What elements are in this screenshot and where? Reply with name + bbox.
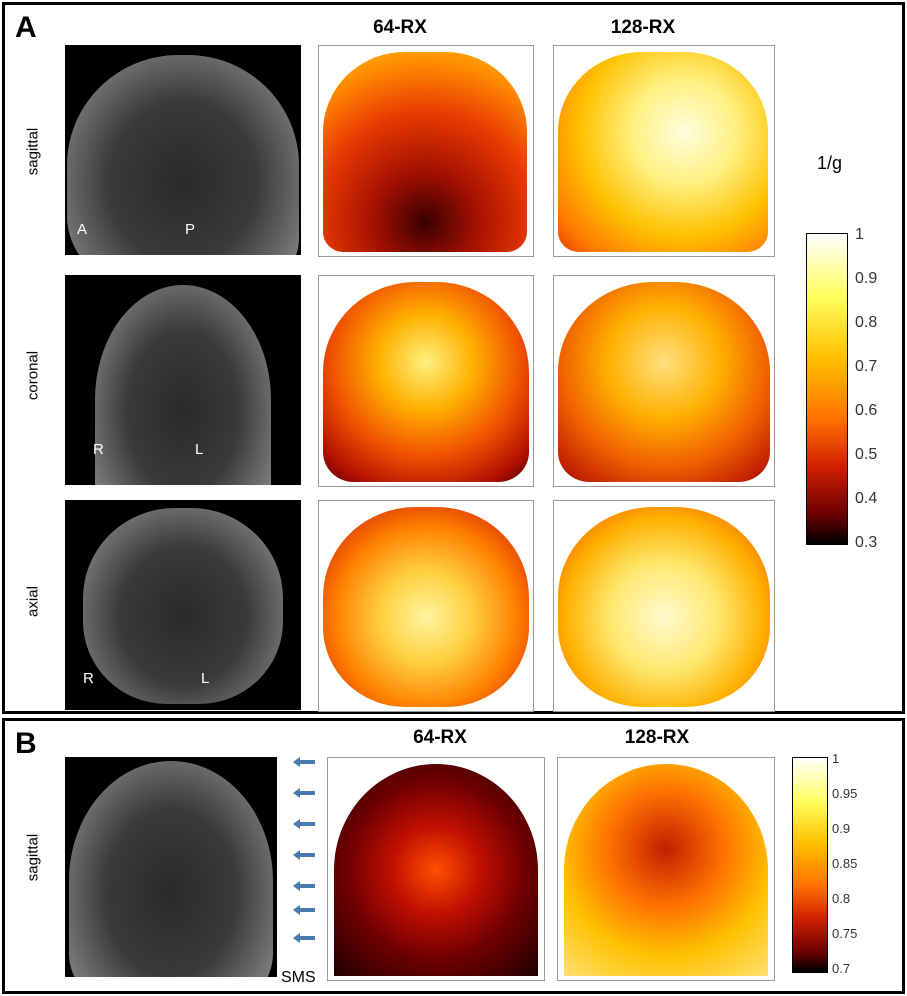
sms-arrow-icon	[293, 819, 315, 829]
colorbar-b-tick: 0.75	[832, 926, 858, 941]
colorbar-a	[806, 233, 848, 545]
colorbar-b-tick: 0.9	[832, 821, 851, 836]
anatomical-image-sagittal: A P	[65, 45, 301, 255]
colorbar-a-tick: 0.5	[855, 446, 878, 463]
sms-arrow-icon	[293, 881, 315, 891]
row-label-sagittal: sagittal	[24, 127, 42, 176]
column-header-64rx: 64-RX	[373, 17, 427, 38]
colorbar-b-tick: 0.85	[832, 856, 858, 871]
panel-label-b: B	[15, 727, 37, 760]
gfactor-map-64rx-axial	[318, 500, 534, 712]
colorbar-b-tick: 0.95	[832, 786, 858, 801]
column-header-128rx-b: 128-RX	[624, 727, 690, 748]
colorbar-a-tick: 1	[855, 226, 864, 243]
gfactor-map-128rx-axial	[553, 500, 775, 712]
gfactor-map-64rx-coronal	[318, 275, 534, 487]
column-header-64rx-b: 64-RX	[413, 727, 467, 748]
colorbar-a-tick: 0.7	[855, 358, 878, 375]
colorbar-a-tick: 0.4	[855, 490, 878, 507]
sms-arrow-icon	[293, 850, 315, 860]
anatomical-image-axial: R L	[65, 500, 301, 710]
panel-b: B 64-RX 128-RX sagittal SMS 1 0.95 0.9 0…	[2, 718, 905, 994]
gfactor-map-64rx-sagittal-b	[327, 757, 545, 981]
sms-arrow-icon	[293, 933, 315, 943]
colorbar-a-tick: 0.8	[855, 314, 878, 331]
colorbar-b-tick: 1	[832, 751, 840, 766]
colorbar-b-tick: 0.8	[832, 891, 851, 906]
gfactor-map-64rx-sagittal	[318, 45, 534, 257]
sms-arrow-icon	[293, 788, 315, 798]
row-label-coronal: coronal	[24, 350, 42, 401]
sms-arrow-icon	[293, 757, 315, 767]
anatomical-image-coronal: R L	[65, 275, 301, 485]
orient-label-p: P	[185, 221, 196, 238]
colorbar-b	[792, 757, 828, 973]
orient-label-r-axial: R	[83, 670, 94, 687]
gfactor-map-128rx-sagittal-b	[557, 757, 775, 981]
row-label-axial: axial	[24, 586, 42, 617]
sms-label: SMS	[281, 969, 316, 986]
panel-a: A 64-RX 128-RX sagittal coronal axial A …	[2, 2, 905, 714]
sms-arrow-icon	[293, 905, 315, 915]
colorbar-b-tick: 0.7	[832, 961, 851, 976]
column-header-128rx: 128-RX	[610, 17, 676, 38]
anatomical-image-sagittal-b	[65, 757, 277, 977]
colorbar-a-tick: 0.6	[855, 402, 878, 419]
panel-label-a: A	[15, 11, 37, 44]
gfactor-map-128rx-sagittal	[553, 45, 775, 257]
orient-label-a: A	[77, 221, 88, 238]
gfactor-map-128rx-coronal	[553, 275, 775, 487]
orient-label-r: R	[93, 441, 104, 458]
row-label-sagittal-b: sagittal	[24, 833, 42, 882]
orient-label-l-axial: L	[201, 670, 210, 687]
orient-label-l: L	[195, 441, 204, 458]
colorbar-a-tick: 0.3	[855, 534, 878, 551]
colorbar-a-tick: 0.9	[855, 270, 878, 287]
colorbar-unit-label: 1/g	[817, 153, 843, 173]
